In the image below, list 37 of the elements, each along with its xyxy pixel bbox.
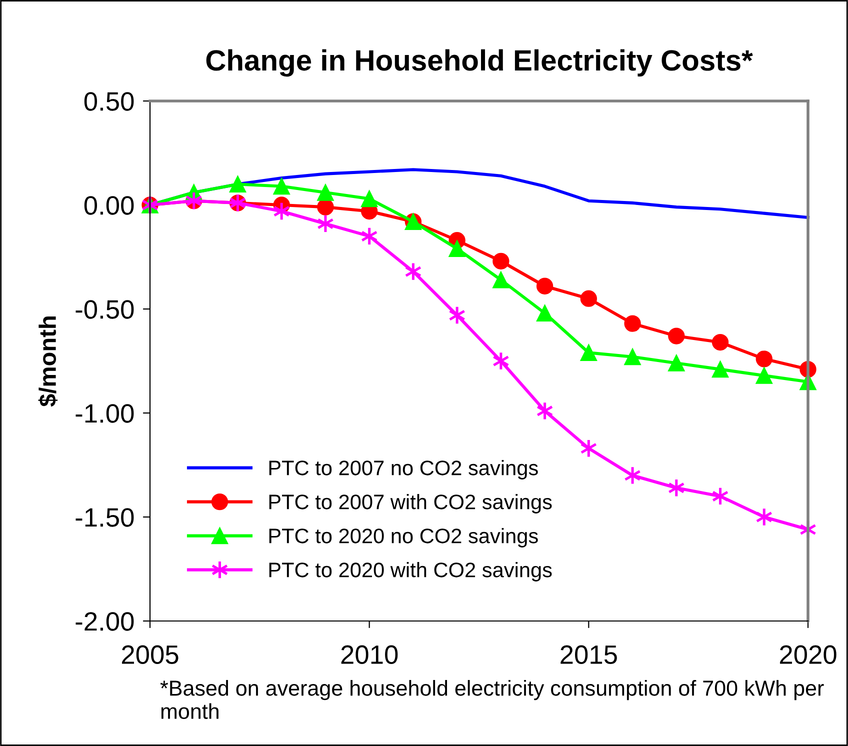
point — [668, 354, 685, 372]
point — [229, 176, 246, 193]
point — [624, 315, 641, 332]
y-tick-label: -1.50 — [76, 508, 134, 527]
point — [492, 272, 510, 288]
point — [712, 334, 729, 351]
x-tick-label: 2010 — [341, 645, 398, 664]
point — [712, 360, 729, 378]
point — [317, 198, 334, 216]
point — [668, 328, 685, 344]
point — [492, 252, 510, 270]
legend-label: PTC to 2020 no CO2 savings — [269, 528, 538, 548]
point — [448, 240, 466, 258]
chart-title: Change in Household Electricity Costs* — [206, 49, 753, 77]
point — [317, 184, 334, 201]
point — [756, 350, 772, 368]
point — [361, 190, 378, 208]
y-tick-label: -2.00 — [76, 612, 134, 631]
y-axis-title: $/month — [38, 316, 58, 407]
point — [580, 344, 597, 362]
point — [536, 278, 554, 294]
text: *Based on average household electricity consumption of 700 kWh per month — [160, 680, 824, 719]
point — [756, 367, 772, 384]
y-tick-label: -1.00 — [76, 404, 134, 423]
x-tick-label: 2005 — [122, 645, 178, 664]
x-tick-label: 2020 — [780, 645, 836, 664]
point — [624, 348, 641, 366]
y-tick-label: 0.50 — [84, 92, 134, 111]
legend-label: PTC to 2007 no CO2 savings — [269, 460, 538, 480]
legend-label: PTC to 2007 with CO2 savings — [269, 494, 552, 514]
point — [273, 178, 290, 195]
point — [580, 290, 597, 307]
legend-label: PTC to 2020 with CO2 savings — [269, 562, 552, 582]
x-tick-label: 2015 — [560, 645, 617, 664]
y-tick-label: -0.50 — [76, 300, 134, 319]
y-tick-label: 0.00 — [84, 196, 134, 215]
point — [536, 304, 554, 322]
